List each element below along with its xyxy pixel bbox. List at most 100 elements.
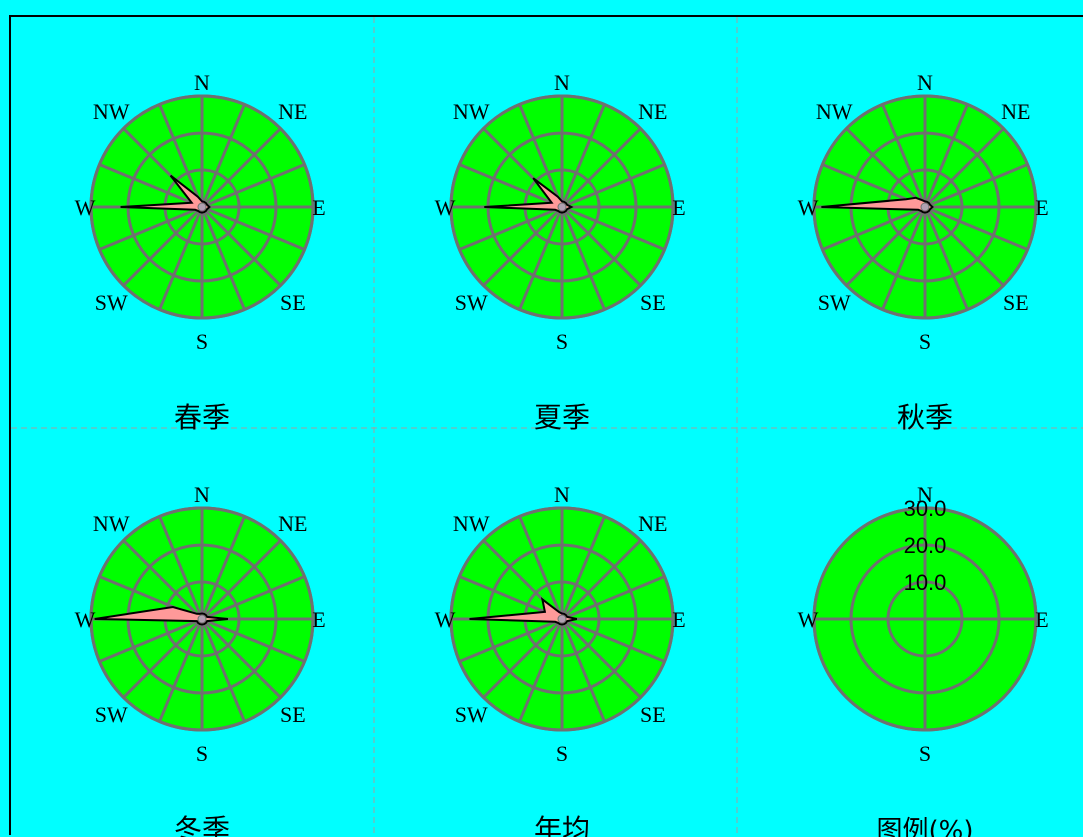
legend-ring-label: 20.0	[904, 533, 947, 558]
direction-label-nw: NW	[453, 511, 490, 536]
direction-label-nw: NW	[453, 99, 490, 124]
direction-label-e: E	[1035, 195, 1048, 220]
rose-spoke	[200, 206, 246, 311]
rose-spoke	[560, 515, 606, 620]
rose-spoke	[924, 205, 1029, 251]
direction-label-w: W	[798, 195, 819, 220]
rose-spoke	[200, 539, 282, 621]
direction-label-w: W	[75, 195, 96, 220]
rose-spoke	[98, 163, 203, 209]
rose-spoke	[98, 617, 203, 663]
direction-label-w: W	[435, 607, 456, 632]
rose-spoke	[845, 205, 927, 287]
rose-spoke	[560, 539, 642, 621]
wind-frequency-petal	[821, 196, 934, 214]
panel-title: 夏季	[534, 401, 590, 434]
rose-spoke	[518, 618, 564, 723]
rose-spoke	[881, 103, 927, 208]
calm-center	[920, 202, 930, 212]
panel-title: 秋季	[897, 401, 953, 434]
legend-ring-label: 10.0	[904, 570, 947, 595]
panel-title: 年均	[534, 813, 590, 837]
wind-frequency-petal	[120, 174, 211, 214]
rose-spoke	[200, 205, 282, 287]
chart-frame: N S E W NW NE SW SE 春季 N S E W NW NE SW SE 夏季 N S E W NW NE SW SE…	[9, 15, 1083, 837]
direction-label-sw: SW	[95, 290, 128, 315]
wind-frequency-petal	[484, 177, 574, 214]
rose-spoke	[560, 618, 606, 723]
direction-label-ne: NE	[278, 511, 307, 536]
direction-label-nw: NW	[816, 99, 853, 124]
rose-spoke	[200, 127, 282, 209]
direction-label-n: N	[194, 70, 210, 95]
rose-spoke	[560, 127, 642, 209]
rose-spoke	[924, 163, 1029, 209]
direction-label-n: N	[194, 482, 210, 507]
direction-label-sw: SW	[818, 290, 851, 315]
direction-label-s: S	[919, 329, 931, 354]
wind-frequency-petal	[469, 597, 578, 626]
direction-label-w: W	[75, 607, 96, 632]
rose-spoke	[560, 206, 606, 311]
rose-spoke	[923, 103, 969, 208]
rose-spoke	[200, 515, 246, 620]
legend-ring-label: 30.0	[904, 496, 947, 521]
rose-spoke	[458, 205, 563, 251]
rose-spoke	[201, 575, 306, 621]
rose-spoke	[201, 617, 306, 663]
rose-spoke	[561, 163, 666, 209]
rose-spoke	[821, 205, 926, 251]
calm-center	[197, 614, 207, 624]
rose-spoke	[560, 103, 606, 208]
direction-label-w: W	[435, 195, 456, 220]
direction-label-se: SE	[1003, 290, 1029, 315]
calm-center	[557, 202, 567, 212]
direction-label-ne: NE	[638, 99, 667, 124]
rose-spoke	[158, 515, 204, 620]
direction-label-s: S	[196, 741, 208, 766]
direction-label-ne: NE	[278, 99, 307, 124]
calm-center	[197, 202, 207, 212]
rose-spoke	[881, 206, 927, 311]
direction-label-n: N	[917, 482, 933, 507]
wind-frequency-petal	[94, 605, 229, 626]
rose-spoke	[201, 163, 306, 209]
rose-spoke	[122, 617, 204, 699]
rose-spoke	[561, 617, 666, 663]
direction-label-nw: NW	[93, 99, 130, 124]
rose-spoke	[98, 205, 203, 251]
rose-spoke	[923, 206, 969, 311]
rose-spoke	[561, 575, 666, 621]
calm-center	[557, 614, 567, 624]
rose-spoke	[518, 206, 564, 311]
direction-label-nw: NW	[93, 511, 130, 536]
direction-label-n: N	[554, 70, 570, 95]
rose-spoke	[200, 618, 246, 723]
direction-label-se: SE	[280, 702, 306, 727]
direction-label-s: S	[919, 741, 931, 766]
rose-spoke	[201, 205, 306, 251]
direction-label-se: SE	[280, 290, 306, 315]
direction-label-e: E	[312, 607, 325, 632]
rose-spoke	[923, 127, 1005, 209]
direction-label-n: N	[917, 70, 933, 95]
rose-spoke	[122, 205, 204, 287]
direction-label-sw: SW	[95, 702, 128, 727]
rose-spoke	[158, 206, 204, 311]
legend-title: 图例(%)	[877, 816, 974, 837]
direction-label-ne: NE	[638, 511, 667, 536]
direction-label-e: E	[672, 195, 685, 220]
rose-spoke	[845, 127, 927, 209]
rose-spoke	[122, 539, 204, 621]
rose-spoke	[158, 618, 204, 723]
direction-label-sw: SW	[455, 702, 488, 727]
direction-label-ne: NE	[1001, 99, 1030, 124]
direction-label-s: S	[556, 329, 568, 354]
rose-spoke	[458, 617, 563, 663]
rose-spoke	[200, 617, 282, 699]
panel-title: 春季	[174, 401, 230, 434]
direction-label-w: W	[798, 607, 819, 632]
direction-label-n: N	[554, 482, 570, 507]
rose-spoke	[518, 515, 564, 620]
